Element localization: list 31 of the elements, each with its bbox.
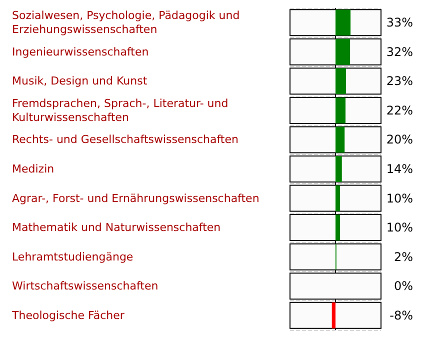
bar <box>336 68 346 94</box>
y-tick-label: Musik, Design und Kunst <box>12 74 148 88</box>
data-label: 22% <box>386 103 413 118</box>
data-label: 2% <box>394 250 413 264</box>
data-label: 20% <box>386 132 413 147</box>
bar <box>336 38 350 65</box>
bar <box>336 156 342 182</box>
data-label: 33% <box>386 16 413 30</box>
bar <box>336 10 351 36</box>
bar <box>336 185 340 212</box>
y-tick-label: Ingenieurwissenschaften <box>12 45 149 58</box>
y-tick-label: Lehramtstudiengänge <box>12 250 134 264</box>
bar <box>336 126 345 153</box>
data-label: -8% <box>390 308 413 322</box>
y-tick-label: Wirtschaftswissenschaften <box>12 280 158 293</box>
y-tick-label: Sozialwesen, Psychologie, Pädagogik und Erziehungswissenschaften <box>12 9 244 36</box>
y-tick-label: Agrar-, Forst- und Ernährungswissenschaften <box>12 192 260 205</box>
data-label: 0% <box>394 279 413 294</box>
y-tick-label: Mathematik und Naturwissenschaften <box>12 221 221 234</box>
y-tick-label: Medizin <box>12 162 54 176</box>
y-tick-label: Theologische Fächer <box>11 308 125 322</box>
data-label: 32% <box>386 44 413 59</box>
data-label: 10% <box>386 220 413 235</box>
data-label: 10% <box>386 191 413 206</box>
data-label: 23% <box>386 74 413 88</box>
bar <box>336 97 346 124</box>
data-label: 14% <box>386 162 413 176</box>
bar <box>332 302 336 328</box>
y-tick-label: Fremdsprachen, Sprach-, Literatur- und Kulturwissenschaften <box>12 96 232 124</box>
y-tick-label: Rechts- und Gesellschaftswissenschaften <box>12 133 238 146</box>
bar <box>336 214 340 241</box>
